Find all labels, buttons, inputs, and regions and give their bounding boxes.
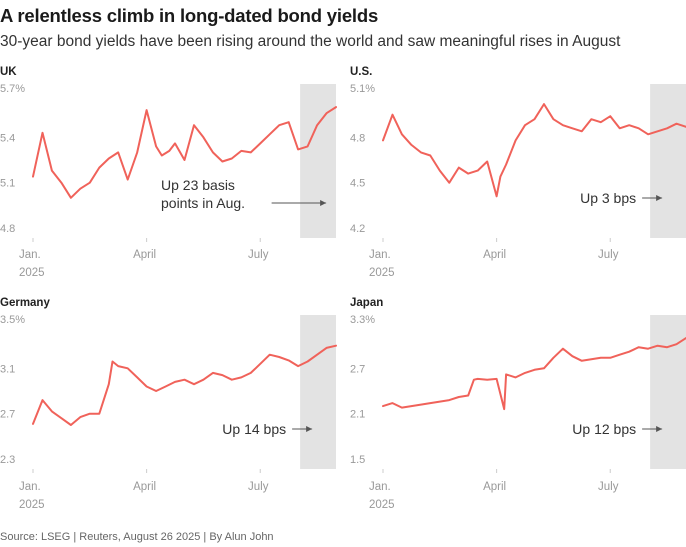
japan-y-tick-label: 3.3%	[350, 314, 375, 326]
germany-x-tick-label: Jan.	[19, 481, 41, 493]
uk-annotation-arrowhead	[320, 200, 327, 206]
u-s-y-tick-label: 4.8	[350, 132, 365, 144]
germany-august-shade	[300, 315, 336, 469]
uk-y-tick-label: 4.8	[0, 223, 15, 235]
u-s-x-tick-label: Jan.	[369, 249, 391, 261]
japan-annotation: Up 12 bps	[572, 421, 636, 437]
u-s-annotation: Up 3 bps	[580, 190, 636, 206]
japan-august-shade	[650, 315, 686, 469]
uk-x-tick-label: April	[133, 249, 156, 261]
germany-annotation-arrowhead	[306, 426, 313, 432]
uk-annotation-line2: points in Aug.	[161, 195, 245, 211]
uk-panel-label: UK	[0, 66, 17, 78]
germany-x-tick-label: July	[248, 481, 269, 493]
japan-x-tick-year-label: 2025	[369, 499, 395, 511]
u-s-y-tick-label: 5.1%	[350, 83, 375, 95]
japan-yield-line	[382, 337, 686, 411]
japan-annotation-arrowhead	[656, 426, 663, 432]
germany-y-tick-label: 2.7	[0, 409, 15, 421]
germany-y-tick-label: 3.1	[0, 363, 15, 375]
japan-y-tick-label: 2.7	[350, 363, 365, 375]
germany-y-tick-label: 3.5%	[0, 314, 25, 326]
germany-y-tick-label: 2.3	[0, 454, 15, 466]
japan-y-tick-label: 1.5	[350, 454, 365, 466]
germany-panel-label: Germany	[0, 297, 50, 309]
u-s-panel-label: U.S.	[350, 66, 372, 78]
u-s-yield-line	[382, 103, 686, 198]
u-s-x-tick-year-label: 2025	[369, 267, 395, 279]
germany-annotation: Up 14 bps	[222, 421, 286, 437]
uk-x-tick-label: Jan.	[19, 249, 41, 261]
chart-title: A relentless climb in long-dated bond yi…	[0, 5, 379, 26]
japan-x-tick-label: Jan.	[369, 481, 391, 493]
uk-y-tick-label: 5.7%	[0, 83, 25, 95]
uk-yield-line	[32, 106, 337, 199]
japan-y-tick-label: 2.1	[350, 409, 365, 421]
uk-august-shade	[300, 84, 336, 238]
u-s-y-tick-label: 4.5	[350, 178, 365, 190]
germany-yield-line	[32, 344, 337, 426]
japan-x-tick-label: July	[598, 481, 619, 493]
source-note: Source: LSEG | Reuters, August 26 2025 |…	[0, 531, 274, 543]
germany-x-tick-year-label: 2025	[19, 499, 45, 511]
chart-subtitle: 30-year bond yields have been rising aro…	[0, 33, 621, 50]
uk-x-tick-year-label: 2025	[19, 267, 45, 279]
u-s-y-tick-label: 4.2	[350, 223, 365, 235]
u-s-august-shade	[650, 84, 686, 238]
uk-annotation: Up 23 basis	[161, 177, 235, 193]
germany-x-tick-label: April	[133, 481, 156, 493]
uk-y-tick-label: 5.1	[0, 178, 15, 190]
japan-x-tick-label: April	[483, 481, 506, 493]
japan-panel-label: Japan	[350, 297, 383, 309]
u-s-annotation-arrowhead	[656, 195, 663, 201]
u-s-x-tick-label: July	[598, 249, 619, 261]
uk-x-tick-label: July	[248, 249, 269, 261]
uk-y-tick-label: 5.4	[0, 132, 15, 144]
u-s-x-tick-label: April	[483, 249, 506, 261]
